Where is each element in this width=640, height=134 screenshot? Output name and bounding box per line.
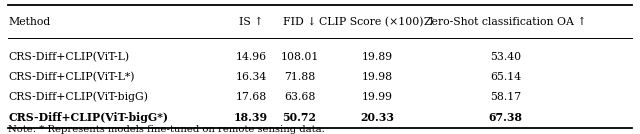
Text: Note: * Represents models fine-tuned on remote sensing data.: Note: * Represents models fine-tuned on … <box>8 125 325 134</box>
Text: 18.39: 18.39 <box>234 112 268 123</box>
Text: 53.40: 53.40 <box>490 52 521 62</box>
Text: 67.38: 67.38 <box>488 112 523 123</box>
Text: IS ↑: IS ↑ <box>239 17 263 27</box>
Text: FID ↓: FID ↓ <box>283 17 316 27</box>
Text: 63.68: 63.68 <box>284 92 316 102</box>
Text: 20.33: 20.33 <box>360 112 395 123</box>
Text: Method: Method <box>8 17 51 27</box>
Text: 16.34: 16.34 <box>236 72 266 82</box>
Text: 14.96: 14.96 <box>236 52 266 62</box>
Text: CRS-Diff+CLIP(ViT-bigG): CRS-Diff+CLIP(ViT-bigG) <box>8 92 148 102</box>
Text: CRS-Diff+CLIP(ViT-L*): CRS-Diff+CLIP(ViT-L*) <box>8 72 135 82</box>
Text: 19.89: 19.89 <box>362 52 393 62</box>
Text: 71.88: 71.88 <box>284 72 315 82</box>
Text: 17.68: 17.68 <box>236 92 266 102</box>
Text: 58.17: 58.17 <box>490 92 521 102</box>
Text: 50.72: 50.72 <box>282 112 317 123</box>
Text: CRS-Diff+CLIP(ViT-bigG*): CRS-Diff+CLIP(ViT-bigG*) <box>8 112 168 123</box>
Text: CLIP Score (×100) ↑: CLIP Score (×100) ↑ <box>319 17 436 27</box>
Text: 65.14: 65.14 <box>490 72 521 82</box>
Text: 19.99: 19.99 <box>362 92 393 102</box>
Text: Zero-Shot classification OA ↑: Zero-Shot classification OA ↑ <box>424 17 587 27</box>
Text: 19.98: 19.98 <box>362 72 393 82</box>
Text: CRS-Diff+CLIP(ViT-L): CRS-Diff+CLIP(ViT-L) <box>8 52 129 62</box>
Text: 108.01: 108.01 <box>280 52 319 62</box>
